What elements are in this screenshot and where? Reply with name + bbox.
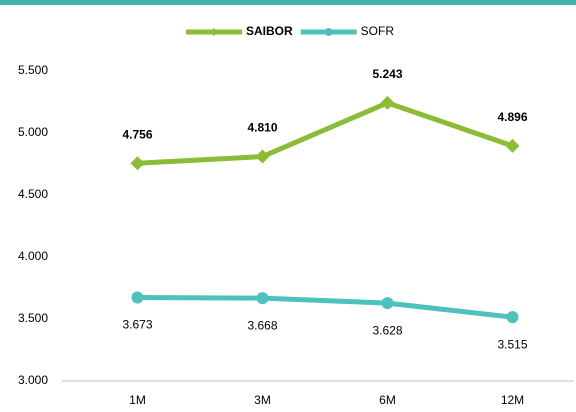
series-line (137, 295, 513, 320)
y-tick-label: 4.500 (18, 187, 48, 201)
x-tick-label: 1M (129, 393, 146, 407)
point (506, 311, 519, 324)
data-label: 3.673 (122, 318, 152, 332)
legend-label: SAIBOR (246, 24, 293, 38)
data-label: 3.628 (372, 323, 402, 337)
y-tick-label: 3.000 (18, 373, 48, 387)
x-tick-label: 3M (254, 393, 271, 407)
point (256, 292, 269, 305)
point (381, 297, 394, 310)
data-label: 5.243 (372, 67, 402, 81)
data-label: 4.756 (122, 127, 152, 141)
x-tick-label: 6M (379, 393, 396, 407)
data-label: 3.515 (497, 337, 527, 351)
series-line (137, 100, 514, 166)
data-label: 4.896 (497, 110, 527, 124)
y-tick-label: 5.000 (18, 125, 48, 139)
data-label: 4.810 (247, 121, 277, 135)
point (380, 95, 395, 110)
y-tick-label: 4.000 (18, 249, 48, 263)
point (131, 291, 144, 304)
point (505, 138, 520, 153)
legend-marker (324, 28, 333, 36)
y-tick-label: 5.500 (18, 63, 48, 77)
x-tick-label: 12M (501, 393, 524, 407)
point (130, 156, 145, 171)
point (255, 149, 270, 164)
header-strip (0, 0, 576, 5)
legend-marker (210, 28, 218, 36)
y-tick-label: 3.500 (18, 311, 48, 325)
legend-label: SOFR (361, 24, 395, 38)
data-label: 3.668 (247, 318, 277, 332)
